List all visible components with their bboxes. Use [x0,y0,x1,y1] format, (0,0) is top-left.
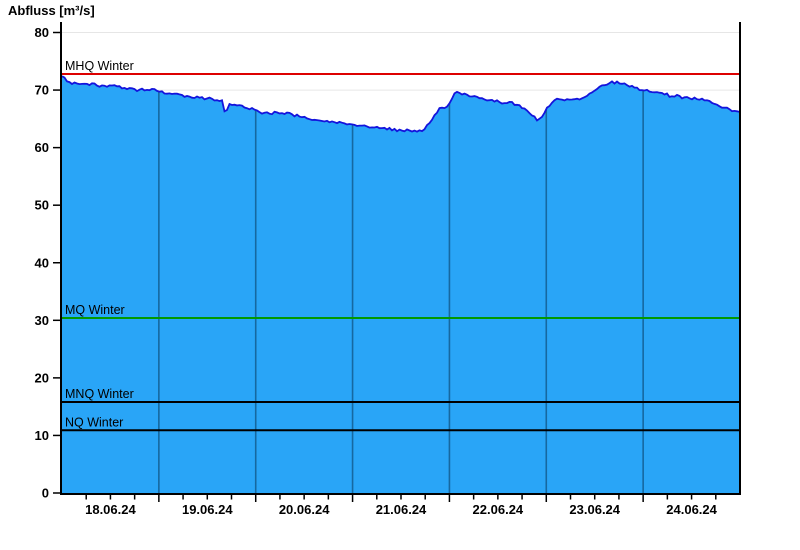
discharge-line [61,75,740,133]
discharge-area [62,76,740,493]
reference-line-label: MNQ Winter [65,387,134,401]
y-tick-label: 30 [35,313,49,328]
reference-line-label: NQ Winter [65,415,123,429]
x-day-label: 19.06.24 [182,502,233,517]
y-tick-label: 20 [35,370,49,385]
reference-line-label: MQ Winter [65,303,125,317]
y-tick-label: 60 [35,140,49,155]
x-day-label: 21.06.24 [376,502,427,517]
y-tick-label: 10 [35,428,49,443]
chart-title: Abfluss [m³/s] [8,3,95,18]
reference-line-label: MHQ Winter [65,59,134,73]
x-day-label: 22.06.24 [473,502,524,517]
x-day-label: 18.06.24 [85,502,136,517]
y-tick-label: 80 [35,25,49,40]
x-day-label: 20.06.24 [279,502,330,517]
y-tick-label: 40 [35,255,49,270]
y-tick-label: 50 [35,198,49,213]
x-day-label: 23.06.24 [569,502,620,517]
y-tick-label: 0 [42,486,49,501]
x-day-label: 24.06.24 [666,502,717,517]
y-tick-label: 70 [35,83,49,98]
